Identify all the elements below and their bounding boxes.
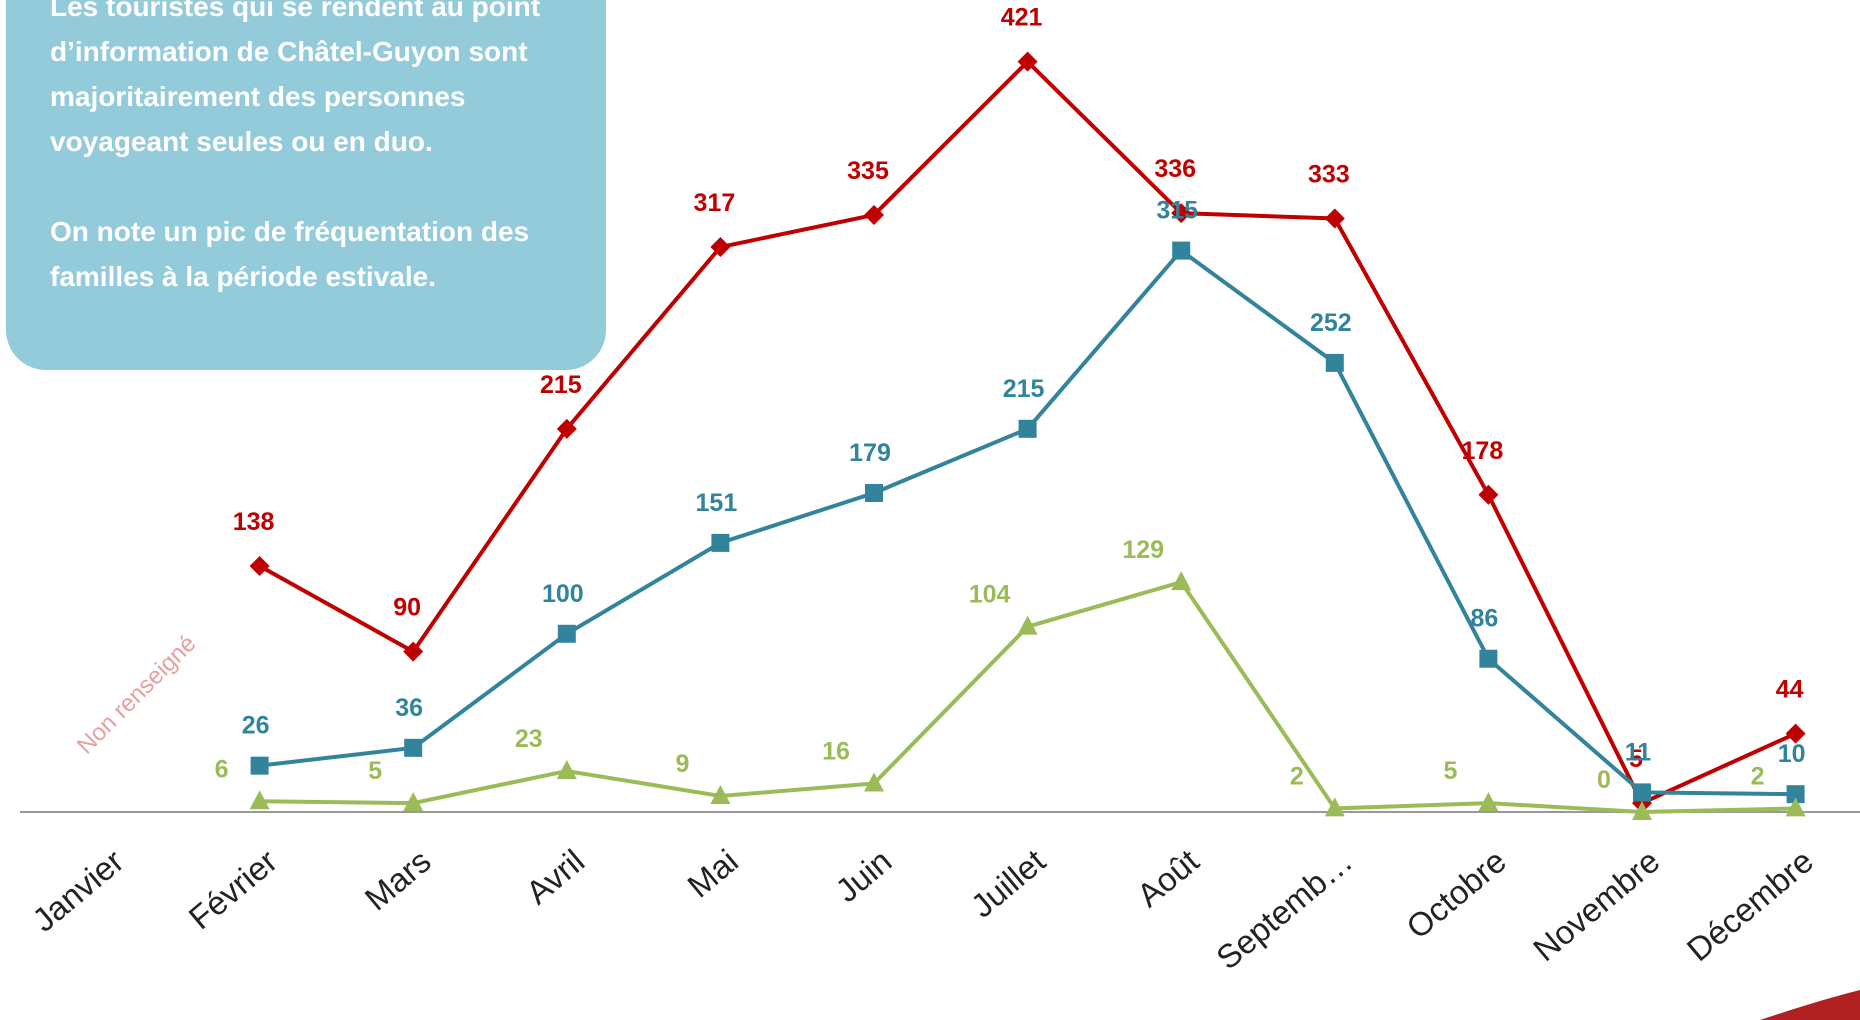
data-label: 9 [675, 750, 689, 778]
note-box: Les touristes qui se rendent au point d’… [6, 0, 606, 370]
data-label: 86 [1470, 605, 1498, 633]
x-tick-label: Mars [358, 842, 438, 917]
marker [710, 237, 731, 258]
data-label: 2 [1290, 762, 1304, 790]
x-tick-label: Septemb… [1209, 842, 1359, 976]
x-tick-label: Mai [680, 842, 745, 905]
data-label: 215 [1003, 375, 1045, 403]
marker [404, 738, 423, 757]
data-label: 100 [542, 580, 584, 608]
marker [1324, 797, 1345, 817]
x-tick-label: Décembre [1680, 842, 1820, 968]
data-label: 335 [847, 157, 889, 185]
marker [1172, 241, 1191, 260]
data-label: 421 [1001, 4, 1043, 32]
data-label: 5 [368, 757, 382, 785]
data-label: 138 [233, 508, 275, 536]
marker [557, 624, 576, 643]
decoration [1760, 990, 1860, 1020]
data-label: 5 [1629, 745, 1643, 773]
marker [403, 792, 424, 812]
marker [249, 790, 270, 810]
marker [1785, 723, 1806, 744]
marker [250, 756, 269, 775]
data-label: 90 [393, 594, 421, 622]
x-tick-label: Avril [519, 842, 591, 911]
data-label: 0 [1597, 766, 1611, 794]
note-text: On note un pic de fréquentation des fami… [50, 216, 530, 292]
data-label: 11 [1625, 738, 1652, 766]
marker [710, 784, 731, 804]
x-tick-label: Août [1130, 842, 1206, 914]
data-label: 44 [1776, 676, 1804, 704]
marker [1478, 792, 1499, 812]
data-label: 317 [694, 189, 736, 217]
data-label: 179 [849, 439, 891, 467]
marker [1479, 649, 1498, 668]
data-label: 252 [1310, 309, 1352, 337]
data-label: 26 [242, 712, 270, 740]
x-tick-label: Octobre [1399, 842, 1513, 946]
data-label: 2 [1751, 762, 1765, 790]
marker [556, 760, 577, 780]
x-tick-label: Juin [828, 842, 898, 909]
marker [1324, 208, 1345, 229]
x-tick-label: Janvier [25, 842, 130, 939]
data-label: 336 [1154, 155, 1196, 183]
data-label: 104 [969, 581, 1011, 609]
data-label: 6 [215, 755, 229, 783]
data-label: 36 [395, 694, 423, 722]
marker [1633, 783, 1651, 802]
x-tick-label: Juillet [964, 842, 1052, 925]
marker [1786, 785, 1805, 804]
marker [1017, 51, 1038, 72]
data-label: 215 [540, 371, 582, 399]
marker [249, 556, 270, 577]
marker [1017, 615, 1038, 635]
marker [864, 204, 884, 225]
annotation: Non renseigné [72, 630, 201, 759]
marker [1785, 797, 1806, 817]
note-text: Les touristes qui se rendent au point d’… [50, 0, 541, 157]
marker [1632, 801, 1652, 820]
marker [1325, 353, 1344, 372]
x-tick-label: Février [182, 842, 284, 936]
marker [1171, 203, 1192, 224]
x-tick-label: Novembre [1526, 842, 1666, 968]
marker [1018, 419, 1037, 438]
marker [556, 418, 577, 439]
marker [1478, 484, 1499, 505]
data-label: 333 [1308, 161, 1350, 189]
data-label: 315 [1156, 197, 1198, 225]
data-label: 5 [1443, 757, 1457, 785]
data-label: 178 [1462, 437, 1504, 465]
marker [1171, 571, 1192, 591]
data-label: 151 [696, 489, 738, 517]
marker [711, 533, 730, 552]
data-label: 16 [822, 737, 850, 765]
data-label: 129 [1122, 536, 1164, 564]
data-label: 23 [515, 725, 543, 753]
marker [865, 483, 883, 502]
marker [864, 772, 884, 792]
data-label: 10 [1778, 740, 1806, 768]
marker [403, 641, 424, 662]
